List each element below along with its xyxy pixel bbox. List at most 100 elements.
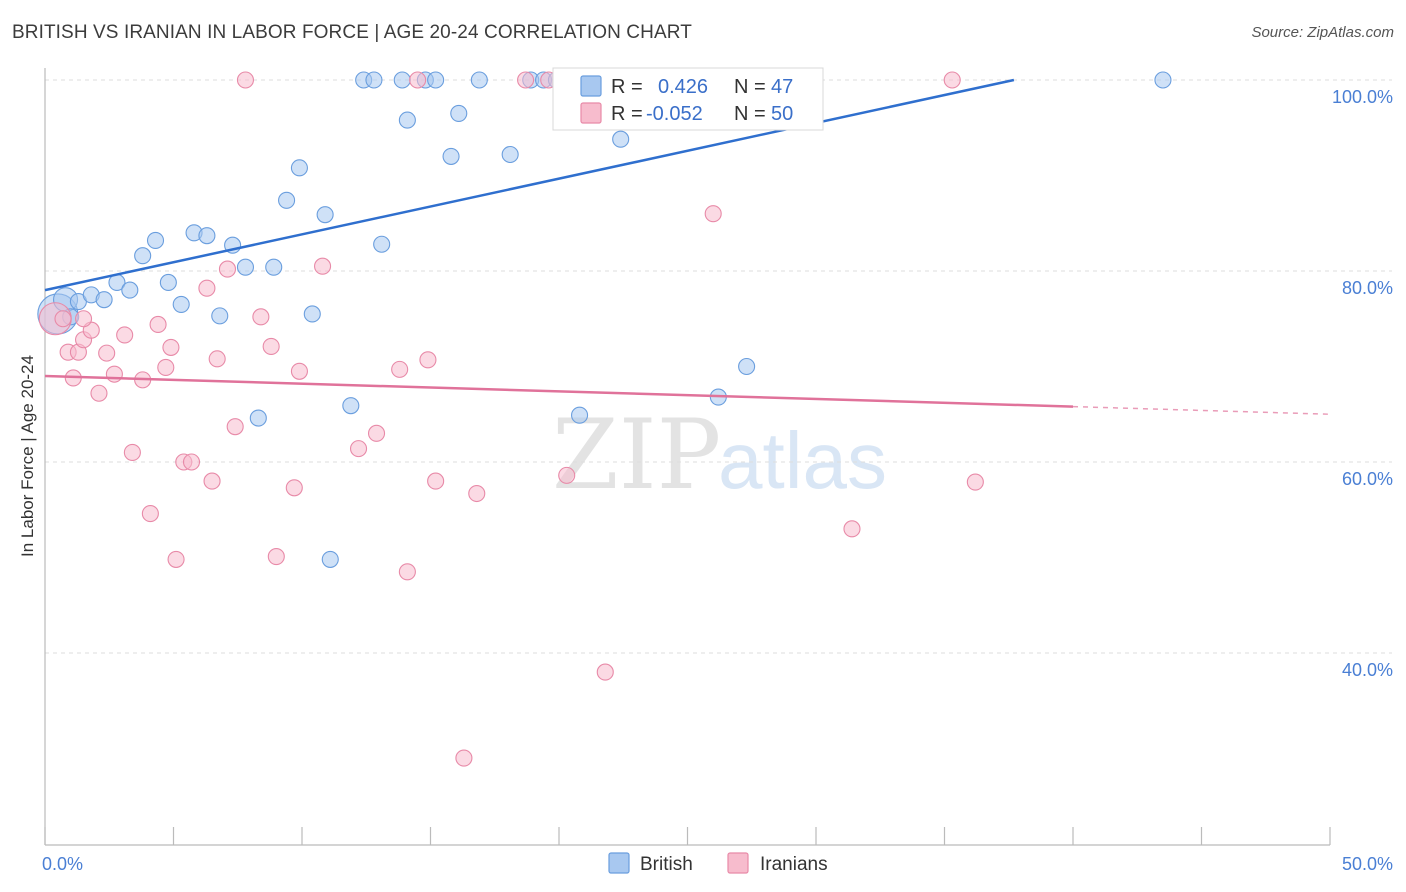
british-point-20	[303, 305, 321, 323]
y-tick-label-40: 40.0%	[1342, 660, 1393, 680]
iranian-point-19	[182, 453, 201, 471]
iranian-point-45	[704, 205, 722, 223]
british-point-21	[316, 206, 334, 224]
bottom-legend-swatch-british	[608, 852, 630, 874]
iranian-point-25	[236, 71, 255, 89]
legend-box: R = 0.426 N = 47 R = -0.052 N = 50	[552, 67, 824, 131]
british-trend-line	[44, 78, 1015, 292]
points-layer	[37, 71, 1172, 767]
iranian-point-7	[90, 384, 108, 402]
legend-british-r-value: 0.426	[658, 76, 708, 98]
british-point-22	[321, 550, 339, 568]
legend-swatch-iranians	[580, 102, 602, 124]
trend-layer	[44, 78, 1331, 415]
x-tick-label-0: 0.0%	[42, 854, 83, 874]
british-point-17	[265, 258, 283, 276]
iranian-point-31	[314, 257, 332, 275]
british-point-31	[442, 147, 460, 165]
iranian-point-1	[54, 310, 72, 328]
iranian-point-44	[596, 663, 614, 681]
iranian-point-29	[285, 479, 303, 497]
iranian-point-38	[427, 472, 445, 490]
iranian-point-16	[162, 338, 180, 356]
chart-title: BRITISH VS IRANIAN IN LABOR FORCE | AGE …	[12, 22, 692, 43]
iranian-point-8	[98, 344, 116, 362]
iranian-point-21	[203, 472, 221, 490]
legend-iranians-n-value: 50	[771, 103, 793, 125]
iranian-point-47	[943, 71, 961, 89]
british-point-19	[290, 159, 308, 177]
y-tick-label-100: 100.0%	[1332, 87, 1393, 107]
chart-source: Source: ZipAtlas.com	[1251, 24, 1394, 41]
legend-british-n-label: N =	[734, 76, 766, 98]
bottom-legend-swatch-iranians	[727, 852, 749, 874]
iranian-point-33	[367, 424, 386, 442]
british-point-18	[278, 191, 296, 209]
legend-iranians-n-label: N =	[734, 103, 766, 125]
iranian-point-11	[123, 443, 141, 462]
british-point-30	[427, 71, 445, 89]
iranian-point-40	[468, 484, 486, 503]
iranian-point-9	[105, 365, 123, 383]
iranian-point-32	[349, 440, 368, 458]
british-point-12	[198, 227, 216, 245]
watermark-atlas: atlas	[718, 416, 887, 505]
british-point-27	[393, 71, 411, 89]
iranian-point-14	[149, 315, 167, 334]
british-point-13	[211, 307, 229, 325]
grid-layer	[45, 79, 1392, 654]
iranian-point-10	[116, 326, 134, 344]
iranian-point-23	[218, 260, 237, 278]
iranian-point-27	[262, 337, 280, 355]
british-point-43	[738, 357, 756, 376]
y-tick-label-60: 60.0%	[1342, 469, 1393, 489]
iranian-point-43	[558, 466, 576, 484]
iranian-point-48	[966, 473, 984, 491]
iranian-trend-line	[44, 374, 1074, 408]
british-point-7	[134, 247, 152, 265]
iranian-point-39	[455, 749, 473, 767]
british-point-23	[342, 397, 360, 415]
legend-swatch-british	[580, 75, 602, 97]
british-point-10	[172, 295, 190, 313]
iranian-point-30	[290, 362, 308, 380]
bottom-legend: British Iranians	[608, 852, 828, 875]
british-point-39	[612, 130, 630, 148]
iranian-point-37	[419, 351, 437, 369]
british-point-4	[95, 291, 113, 309]
iranian-point-46	[843, 520, 861, 538]
iranian-point-26	[252, 308, 270, 326]
iranian-point-13	[141, 505, 159, 523]
iranian-point-22	[208, 350, 226, 368]
x-tick-label-50: 50.0%	[1342, 854, 1393, 874]
british-point-38	[571, 406, 589, 424]
british-point-28	[398, 111, 416, 129]
iranian-point-17	[167, 550, 185, 568]
british-point-8	[146, 231, 165, 249]
watermark: ZIP atlas	[552, 399, 887, 511]
british-point-34	[501, 145, 519, 164]
british-point-25	[365, 71, 383, 89]
iranian-point-41	[517, 71, 535, 89]
iranian-point-28	[267, 547, 285, 566]
legend-british-r-label: R =	[611, 76, 643, 98]
tick-label-layer: 100.0% 80.0% 60.0% 40.0% 0.0% 50.0%	[42, 87, 1393, 874]
bottom-legend-british: British	[640, 854, 693, 875]
iranian-point-24	[226, 418, 244, 436]
british-point-32	[450, 104, 468, 122]
axes-layer	[44, 68, 1331, 846]
british-point-16	[249, 409, 267, 427]
legend-iranians-r-value: -0.052	[646, 103, 703, 125]
iranian-point-34	[391, 360, 409, 378]
british-point-33	[470, 71, 488, 89]
british-point-15	[236, 258, 255, 276]
bottom-legend-iranians: Iranians	[760, 854, 828, 875]
british-point-26	[373, 235, 391, 253]
legend-iranians-r-label: R =	[611, 103, 643, 125]
british-point-45	[1154, 71, 1172, 89]
iranian-point-49	[75, 310, 93, 328]
legend-british-n-value: 47	[771, 76, 793, 98]
iranian-point-20	[198, 279, 216, 297]
british-point-9	[159, 273, 177, 292]
